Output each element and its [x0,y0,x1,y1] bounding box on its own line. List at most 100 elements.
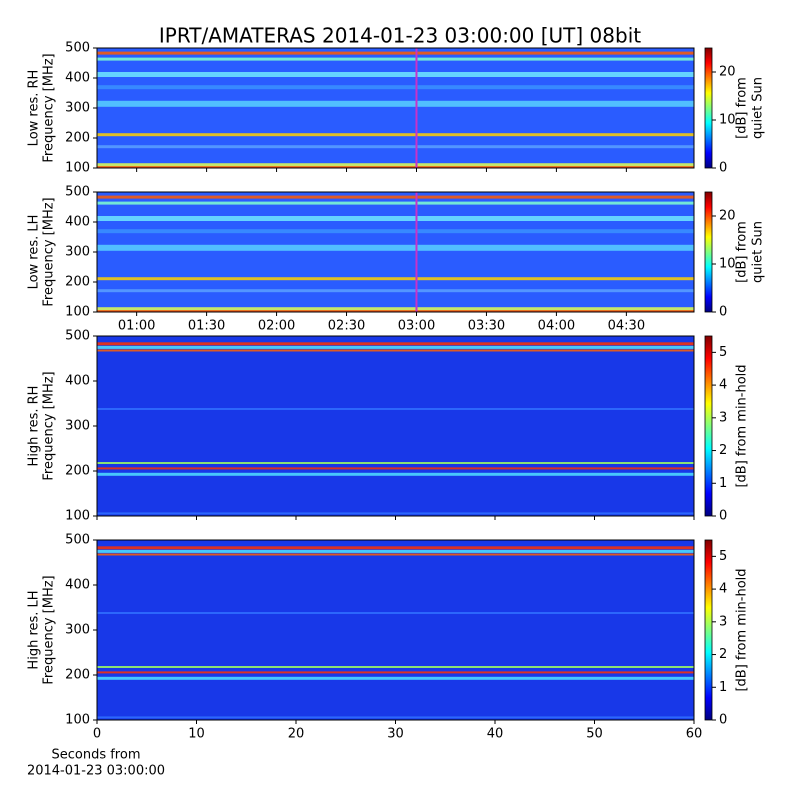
spectrogram-band [97,307,694,312]
spectrogram-band [97,349,694,352]
colorbar-tick-label: 5 [719,549,727,564]
spectrogram-band [97,472,694,476]
spectrogram-band [97,216,694,221]
spectrogram-band [97,612,694,614]
y-tick-label: 100 [65,161,90,176]
colorbar-tick-label: 20 [719,65,736,80]
y-tick-label: 500 [65,533,90,548]
spectrogram-band [97,133,694,137]
colorbar-tick-label: 2 [719,443,727,458]
spectrogram-band [97,462,694,464]
colorbar-label: [dB] from min-hold [735,364,750,487]
spectrogram-band [97,57,694,61]
colorbar-tick-label: 4 [719,378,727,393]
x-tick-label: 60 [686,727,703,742]
spectrogram-band [97,72,694,77]
spectrogram-image [97,336,694,516]
y-axis-label: Frequency [MHz] [42,575,57,684]
y-axis-label: Low res. RH [27,70,42,147]
y-tick-label: 400 [65,374,90,389]
x-tick-label: 10 [188,727,205,742]
spectrogram-band [97,408,694,410]
colorbar-tick-label: 1 [719,476,727,491]
colorbar-label: quiet Sun [751,77,766,139]
y-tick-label: 300 [65,419,90,434]
spectrogram-band [97,163,694,168]
spectrogram-band [97,289,694,293]
spectrogram-band [97,244,694,251]
y-tick-label: 200 [65,668,90,683]
x-tick-label: 01:30 [188,319,225,334]
y-tick-label: 300 [65,101,90,116]
spectrogram-band [97,546,694,550]
colorbar-label: [dB] from [735,221,750,283]
spectrogram-band [97,342,694,346]
spectrogram-band [97,549,694,553]
x-tick-label: 40 [487,727,504,742]
spectrogram-band [97,671,694,674]
x-axis-label: Seconds from [51,748,140,763]
x-tick-label: 04:30 [608,319,645,334]
colorbar-tick-label: 0 [719,713,727,728]
x-tick-label: 0 [93,727,101,742]
x-tick-label: 02:30 [328,319,365,334]
colorbar [704,539,713,721]
x-tick-label: 50 [586,727,603,742]
colorbar-tick-label: 20 [719,209,736,224]
spectrogram-band [97,676,694,680]
spectrogram-image [97,192,694,312]
spectrogram-band [97,145,694,149]
spectrogram-band [97,51,694,55]
colorbar-tick-label: 4 [719,582,727,597]
spectrogram-band [97,201,694,205]
spectrogram-band [97,310,694,313]
y-tick-label: 200 [65,464,90,479]
y-tick-label: 100 [65,305,90,320]
x-tick-label: 20 [288,727,305,742]
y-tick-label: 400 [65,215,90,230]
spectrogram-band [97,666,694,668]
colorbar [704,47,713,169]
colorbar-tick-label: 10 [719,113,736,128]
y-tick-label: 500 [65,41,90,56]
x-tick-label: 02:00 [258,319,295,334]
spectrogram-band [97,553,694,556]
colorbar-label: [dB] from min-hold [735,568,750,691]
colorbar-label: quiet Sun [751,221,766,283]
y-axis-label: Low res. LH [27,215,42,290]
colorbar-tick-label: 0 [719,161,727,176]
x-tick-label: 30 [387,727,404,742]
colorbar-tick-label: 0 [719,305,727,320]
y-axis-label: Frequency [MHz] [42,53,57,162]
colorbar [704,191,713,313]
y-axis-label: High res. RH [27,386,42,467]
spectrogram-band [97,716,694,719]
figure-title: IPRT/AMATERAS 2014-01-23 03:00:00 [UT] 0… [159,24,641,48]
y-axis-label: Frequency [MHz] [42,197,57,306]
x-tick-label: 01:00 [118,319,155,334]
y-axis-label: Frequency [MHz] [42,371,57,480]
spectrogram-band [97,512,694,515]
y-tick-label: 100 [65,509,90,524]
spectrogram-band [97,100,694,107]
y-axis-label: High res. LH [27,590,42,669]
y-tick-label: 300 [65,245,90,260]
y-tick-label: 200 [65,131,90,146]
spectrogram-image [97,48,694,168]
colorbar-label: [dB] from [735,77,750,139]
colorbar-tick-label: 5 [719,345,727,360]
y-tick-label: 500 [65,329,90,344]
x-tick-label: 04:00 [538,319,575,334]
colorbar-tick-label: 3 [719,614,727,629]
y-tick-label: 400 [65,578,90,593]
colorbar-tick-label: 10 [719,257,736,272]
x-axis-label: 2014-01-23 03:00:00 [27,764,165,779]
y-tick-label: 300 [65,623,90,638]
colorbar-tick-label: 3 [719,410,727,425]
colorbar-tick-label: 2 [719,647,727,662]
colorbar-tick-label: 0 [719,509,727,524]
spectrogram-band [97,195,694,199]
x-tick-label: 03:00 [398,319,435,334]
spectrogram-band [97,277,694,281]
